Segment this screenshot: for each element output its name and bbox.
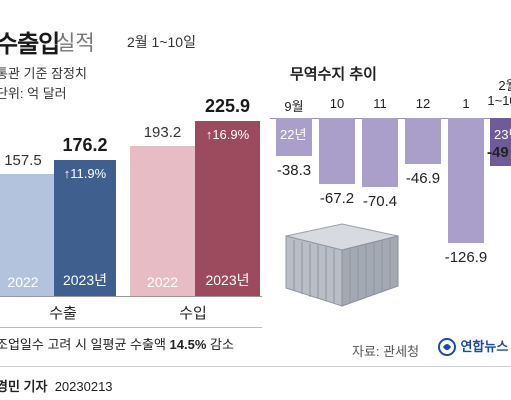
data-label: 193.2: [143, 124, 182, 142]
data-label: 157.5: [4, 151, 42, 169]
bar-year-label: 2023년: [205, 272, 250, 288]
data-label: -38.3: [276, 161, 312, 179]
data-label: -70.4: [362, 193, 398, 211]
bar-year-label: 22년: [280, 127, 307, 142]
basis-note: 통관 기준 잠정치: [0, 66, 87, 81]
category-label-import: 수입: [179, 305, 207, 322]
byline: 경민 기자 20230213: [0, 379, 113, 394]
trade-balance-title: 무역수지 추이: [290, 66, 377, 83]
data-label: -67.2: [319, 190, 355, 208]
data-label: 225.9: [204, 96, 251, 116]
trade-balance-bar: [490, 118, 511, 167]
trade-balance-bar: [276, 118, 312, 156]
month-label: 1: [462, 96, 470, 111]
bar-year-label: 23년: [494, 127, 511, 142]
month-label: 11: [373, 96, 387, 111]
yonhap-logo: 연합뉴스: [438, 336, 508, 356]
bar-export-2023: 2023년: [54, 159, 116, 296]
bar-import-2023: 2023년: [195, 121, 260, 296]
data-label: -126.9: [444, 249, 488, 266]
chart-title-sub: 실적: [56, 32, 95, 55]
footnote: 조업일수 고려 시 일평균 수출액 14.5% 감소: [0, 337, 234, 352]
month-label: 2월1~10일: [487, 78, 511, 108]
trade-balance-bar: [319, 118, 355, 185]
data-label: -49: [487, 144, 509, 162]
footer-divider: [0, 366, 511, 367]
data-label: 176.2: [62, 134, 108, 155]
growth-label: ↑16.9%: [205, 127, 250, 142]
month-label: 9월: [284, 99, 304, 114]
chart-title: 수출입: [0, 31, 60, 58]
logo-icon: [438, 337, 456, 356]
x-axis-baseline: [0, 296, 262, 297]
data-label: -46.9: [405, 170, 441, 188]
trade-balance-bar: [448, 118, 484, 243]
month-label: 12: [415, 96, 431, 111]
category-label-export: 수출: [49, 305, 77, 322]
unit-note: 단위: 억 달러: [0, 86, 67, 101]
bar-export-2022: 2022: [0, 173, 54, 296]
trade-balance-bar: [405, 118, 441, 165]
bar-year-label: 2023년: [62, 271, 108, 288]
source-note: 자료: 관세청: [352, 344, 420, 359]
shipping-container-illustration: [285, 223, 399, 307]
bar-year-label: 2022: [146, 273, 179, 290]
period-label: 2월 1~10일: [127, 34, 196, 50]
month-label: 10: [329, 96, 345, 111]
bar-import-2022: 2022: [130, 146, 195, 296]
divider: [0, 327, 262, 328]
bar-year-label: 2022: [7, 273, 39, 290]
growth-label: ↑11.9%: [63, 165, 107, 181]
trade-balance-bar: [362, 118, 398, 188]
